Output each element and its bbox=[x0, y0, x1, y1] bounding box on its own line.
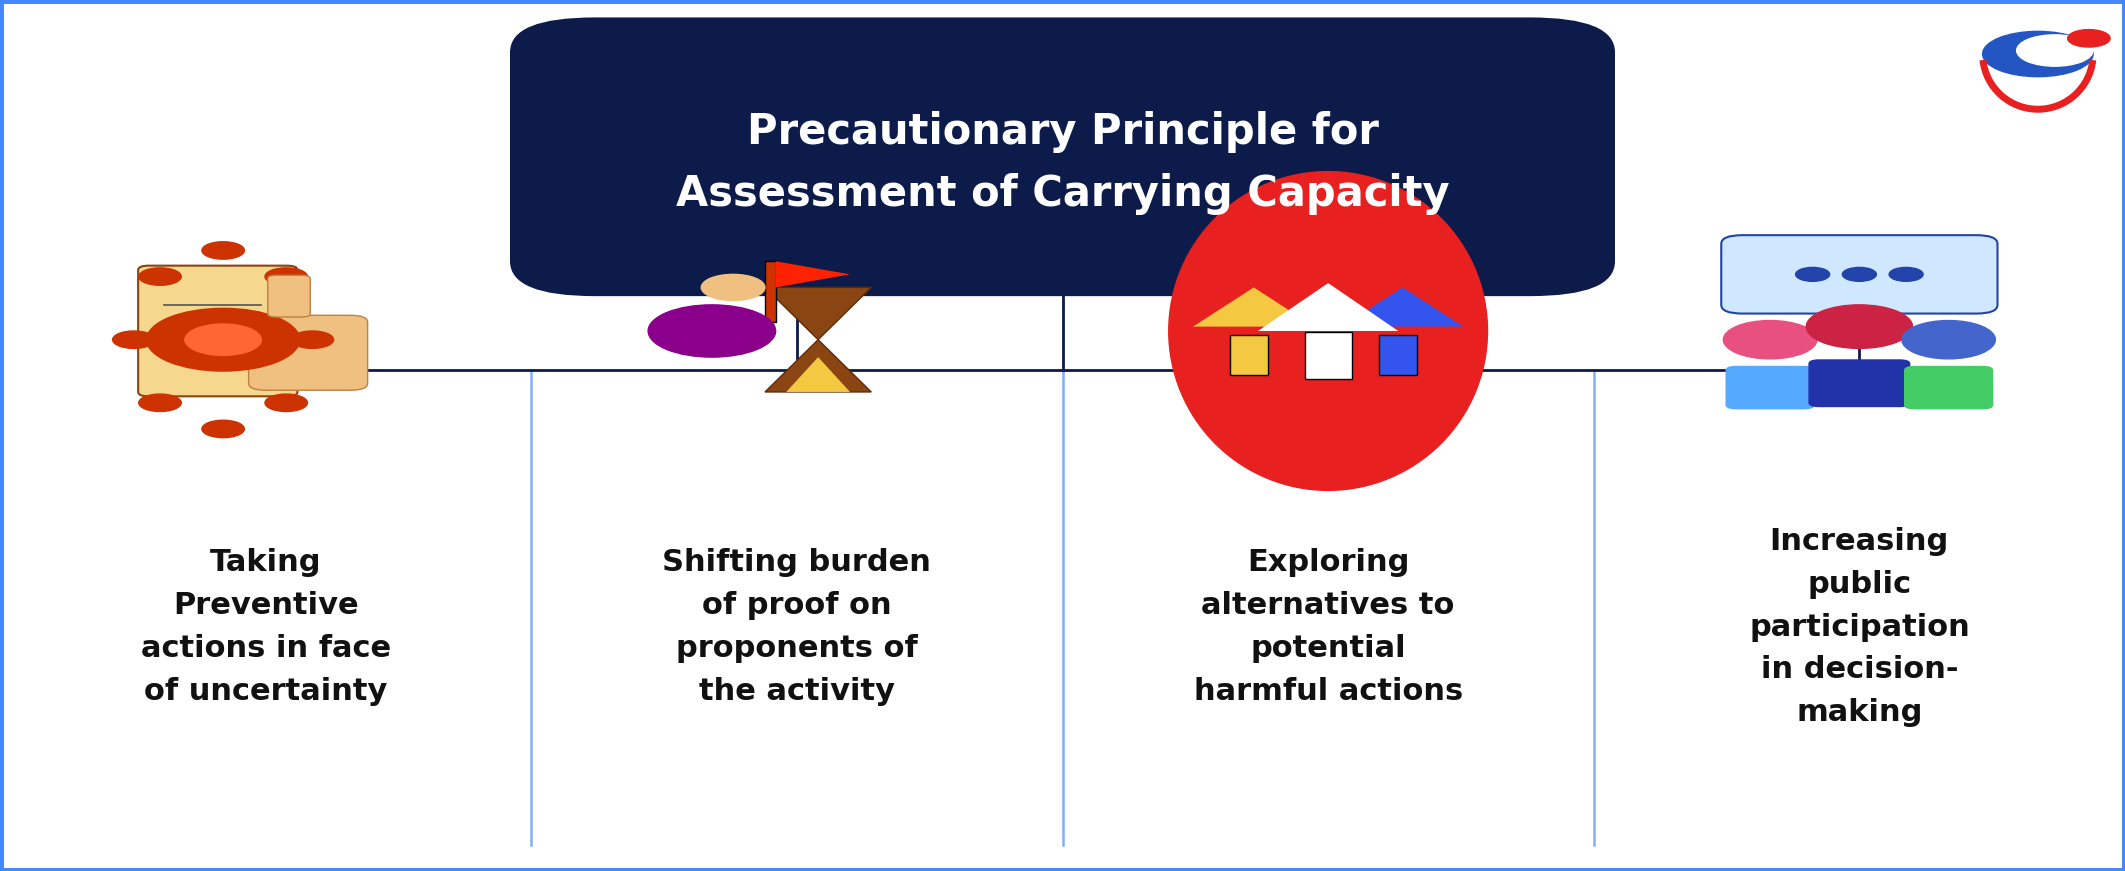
Circle shape bbox=[2068, 30, 2110, 47]
Circle shape bbox=[113, 331, 155, 348]
Circle shape bbox=[266, 394, 308, 411]
Circle shape bbox=[1806, 305, 1912, 348]
Polygon shape bbox=[786, 357, 850, 392]
Circle shape bbox=[1889, 267, 1923, 281]
FancyBboxPatch shape bbox=[1808, 359, 1910, 407]
Text: Exploring
alternatives to
potential
harmful actions: Exploring alternatives to potential harm… bbox=[1194, 549, 1462, 706]
Ellipse shape bbox=[1169, 172, 1487, 490]
Polygon shape bbox=[1258, 283, 1398, 331]
Polygon shape bbox=[765, 340, 871, 392]
Polygon shape bbox=[1341, 287, 1464, 327]
Polygon shape bbox=[1192, 287, 1315, 327]
Circle shape bbox=[138, 268, 181, 286]
Circle shape bbox=[202, 420, 244, 437]
Polygon shape bbox=[765, 287, 871, 340]
FancyBboxPatch shape bbox=[1726, 366, 1815, 409]
Circle shape bbox=[648, 305, 776, 357]
FancyBboxPatch shape bbox=[1904, 366, 1993, 409]
Text: Shifting burden
of proof on
proponents of
the activity: Shifting burden of proof on proponents o… bbox=[663, 549, 931, 706]
Circle shape bbox=[147, 308, 300, 371]
Circle shape bbox=[291, 331, 334, 348]
Text: Increasing
public
participation
in decision-
making: Increasing public participation in decis… bbox=[1749, 527, 1970, 727]
Circle shape bbox=[185, 324, 261, 355]
Text: Assessment of Carrying Capacity: Assessment of Carrying Capacity bbox=[676, 173, 1449, 215]
FancyBboxPatch shape bbox=[510, 17, 1615, 296]
FancyBboxPatch shape bbox=[1305, 332, 1352, 379]
Circle shape bbox=[1723, 321, 1817, 359]
Circle shape bbox=[202, 242, 244, 260]
FancyBboxPatch shape bbox=[765, 261, 776, 322]
Circle shape bbox=[701, 274, 765, 300]
Circle shape bbox=[138, 394, 181, 411]
Text: Taking
Preventive
actions in face
of uncertainty: Taking Preventive actions in face of unc… bbox=[140, 549, 391, 706]
FancyBboxPatch shape bbox=[268, 275, 310, 317]
Circle shape bbox=[2017, 35, 2093, 66]
Circle shape bbox=[266, 268, 308, 286]
FancyBboxPatch shape bbox=[1721, 235, 1997, 314]
FancyBboxPatch shape bbox=[138, 266, 298, 396]
Circle shape bbox=[1983, 31, 2093, 77]
FancyBboxPatch shape bbox=[1379, 335, 1417, 375]
Text: Precautionary Principle for: Precautionary Principle for bbox=[746, 111, 1379, 152]
Circle shape bbox=[1796, 267, 1830, 281]
Circle shape bbox=[1842, 267, 1876, 281]
Polygon shape bbox=[776, 261, 850, 287]
FancyBboxPatch shape bbox=[1230, 335, 1269, 375]
Circle shape bbox=[1902, 321, 1995, 359]
FancyBboxPatch shape bbox=[249, 315, 368, 390]
